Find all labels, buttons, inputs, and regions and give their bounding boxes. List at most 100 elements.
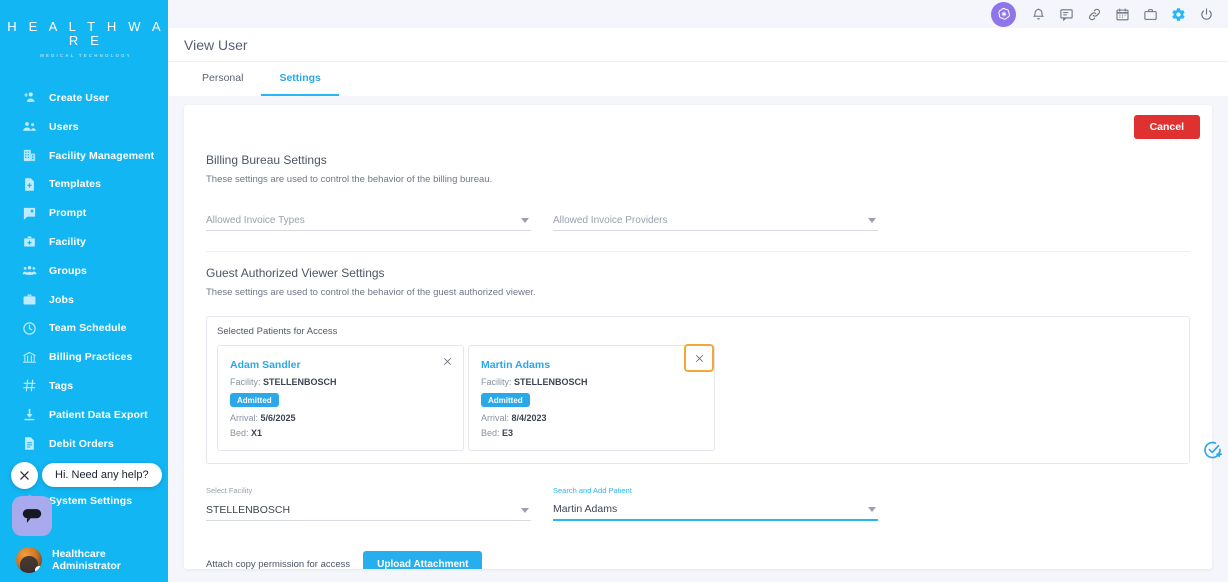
cancel-button[interactable]: Cancel	[1133, 115, 1200, 139]
sidebar-item-templates[interactable]: Templates	[0, 170, 168, 199]
patient-bed: Bed: X1	[230, 428, 451, 438]
select-control[interactable]: Allowed Invoice Providers	[553, 207, 878, 231]
upload-attachment-button[interactable]: Upload Attachment	[363, 550, 483, 569]
patient-name: Martin Adams	[481, 359, 551, 371]
power-icon[interactable]	[1198, 6, 1214, 22]
patient-arrival: Arrival: 5/6/2025	[230, 413, 451, 423]
topbar	[168, 0, 1228, 28]
field-value: Martin Adams	[553, 502, 618, 515]
sidebar-item-create-user[interactable]: Create User	[0, 84, 168, 113]
briefcase-icon	[22, 292, 37, 307]
users-icon	[22, 119, 37, 134]
patient-bed-label: Bed:	[481, 427, 500, 438]
sidebar-item-label: Users	[49, 120, 79, 133]
patient-arrival-value: 8/4/2023	[511, 412, 547, 423]
patient-name: Adam Sandler	[230, 359, 301, 371]
billing-bureau-section: Billing Bureau Settings These settings a…	[196, 153, 1200, 252]
select-control[interactable]: Allowed Invoice Types	[206, 207, 531, 231]
link-icon[interactable]	[1086, 6, 1102, 22]
allowed-invoice-providers-field[interactable]: Allowed Invoice Providers	[553, 207, 878, 231]
field-label: Search and Add Patient	[553, 485, 632, 495]
brand-name: H E A L T H W A R E	[7, 19, 165, 49]
close-icon	[695, 354, 703, 362]
field-value: STELLENBOSCH	[206, 503, 291, 516]
select-facility-field[interactable]: Select Facility STELLENBOSCH	[206, 486, 531, 521]
sidebar-item-label: Create User	[49, 91, 110, 104]
attachment-label: Attach copy permission for access	[206, 558, 351, 570]
close-icon	[443, 357, 451, 365]
bell-icon[interactable]	[1030, 6, 1046, 22]
patient-facility-label: Facility:	[481, 377, 512, 387]
select-control[interactable]: STELLENBOSCH	[206, 497, 531, 521]
sidebar-item-label: Jobs	[49, 293, 74, 306]
sidebar-item-label: Facility	[49, 235, 86, 248]
sidebar-item-users[interactable]: Users	[0, 112, 168, 141]
sidebar-item-label: Groups	[49, 264, 87, 277]
sidebar-item-label: Prompt	[49, 207, 87, 220]
sidebar-user-name: Healthcare Administrator	[52, 548, 121, 572]
sidebar-item-facility[interactable]: Facility	[0, 228, 168, 257]
sidebar-item-groups[interactable]: Groups	[0, 256, 168, 285]
search-input[interactable]: Martin Adams	[553, 497, 878, 521]
sidebar-item-billing-practices[interactable]: Billing Practices	[0, 343, 168, 372]
remove-patient-button[interactable]	[440, 354, 454, 368]
sidebar-item-facility-management[interactable]: Facility Management	[0, 141, 168, 170]
close-icon	[20, 471, 29, 480]
hash-icon	[22, 378, 37, 393]
card-actions: Cancel	[196, 115, 1200, 139]
tab-personal[interactable]: Personal	[184, 62, 261, 96]
section-title: Billing Bureau Settings	[206, 153, 327, 167]
patient-arrival-label: Arrival:	[230, 412, 259, 423]
selected-patients-label: Selected Patients for Access	[217, 326, 338, 337]
chevron-down-icon	[521, 218, 529, 223]
patient-arrival-value: 5/6/2025	[260, 412, 296, 423]
sidebar-item-label: Tags	[49, 379, 74, 392]
sidebar-item-debit-orders[interactable]: Debit Orders	[0, 429, 168, 458]
sidebar-item-jobs[interactable]: Jobs	[0, 285, 168, 314]
sidebar-item-team-schedule[interactable]: Team Schedule	[0, 314, 168, 343]
patient-bed-value: X1	[251, 427, 263, 438]
allowed-invoice-types-field[interactable]: Allowed Invoice Types	[206, 207, 531, 231]
guest-viewer-section: Guest Authorized Viewer Settings These s…	[196, 266, 1200, 569]
sidebar-item-patient-data-export[interactable]: Patient Data Export	[0, 400, 168, 429]
page-title: View User	[184, 36, 248, 53]
chevron-down-icon	[868, 218, 876, 223]
group-icon	[22, 263, 37, 278]
patient-facility-label: Facility:	[230, 377, 261, 387]
search-and-add-patient-field[interactable]: Search and Add Patient Martin Adams	[553, 486, 878, 521]
hospital-bag-icon	[22, 234, 37, 249]
tab-label: Personal	[202, 72, 244, 84]
field-label: Select Facility	[206, 485, 253, 495]
section-title: Guest Authorized Viewer Settings	[206, 266, 385, 280]
chat-launcher-button[interactable]	[12, 496, 52, 536]
patient-card: Martin Adams Facility: STELLENBOSCH Admi…	[468, 344, 715, 451]
sidebar-item-prompt[interactable]: Prompt	[0, 199, 168, 228]
sidebar-item-tags[interactable]: Tags	[0, 372, 168, 401]
chevron-down-icon	[868, 506, 876, 512]
user-plus-icon	[22, 90, 37, 105]
message-icon[interactable]	[1058, 6, 1074, 22]
calendar-icon[interactable]	[1114, 6, 1130, 22]
patient-facility: Facility: STELLENBOSCH	[481, 377, 702, 387]
sidebar-item-label: Debit Orders	[49, 437, 114, 450]
tab-settings[interactable]: Settings	[261, 62, 339, 96]
billing-fields-row: Allowed Invoice Types Allowed Invoice Pr…	[206, 207, 1190, 231]
remove-patient-button[interactable]	[684, 344, 714, 372]
add-check-icon[interactable]	[1203, 440, 1223, 460]
chat-close-button[interactable]	[11, 462, 38, 489]
section-divider	[206, 251, 1190, 252]
patient-bed-value: E3	[502, 427, 514, 438]
openai-badge[interactable]	[991, 1, 1016, 27]
chat-help-bubble[interactable]: Hi. Need any help?	[42, 463, 162, 487]
chevron-down-icon	[521, 507, 529, 513]
gear-icon[interactable]	[1170, 6, 1186, 22]
sidebar: H E A L T H W A R E MEDICAL TECHNOLOGY C…	[0, 0, 168, 582]
sidebar-item-label: Templates	[49, 178, 102, 191]
patient-card: Adam Sandler Facility: STELLENBOSCH Admi…	[217, 345, 464, 451]
chat-bubble-icon	[22, 509, 42, 523]
patient-arrival: Arrival: 8/4/2023	[481, 413, 702, 423]
briefcase-icon[interactable]	[1142, 6, 1158, 22]
building-icon	[22, 148, 37, 163]
sidebar-user-profile[interactable]: Healthcare Administrator	[0, 538, 168, 582]
